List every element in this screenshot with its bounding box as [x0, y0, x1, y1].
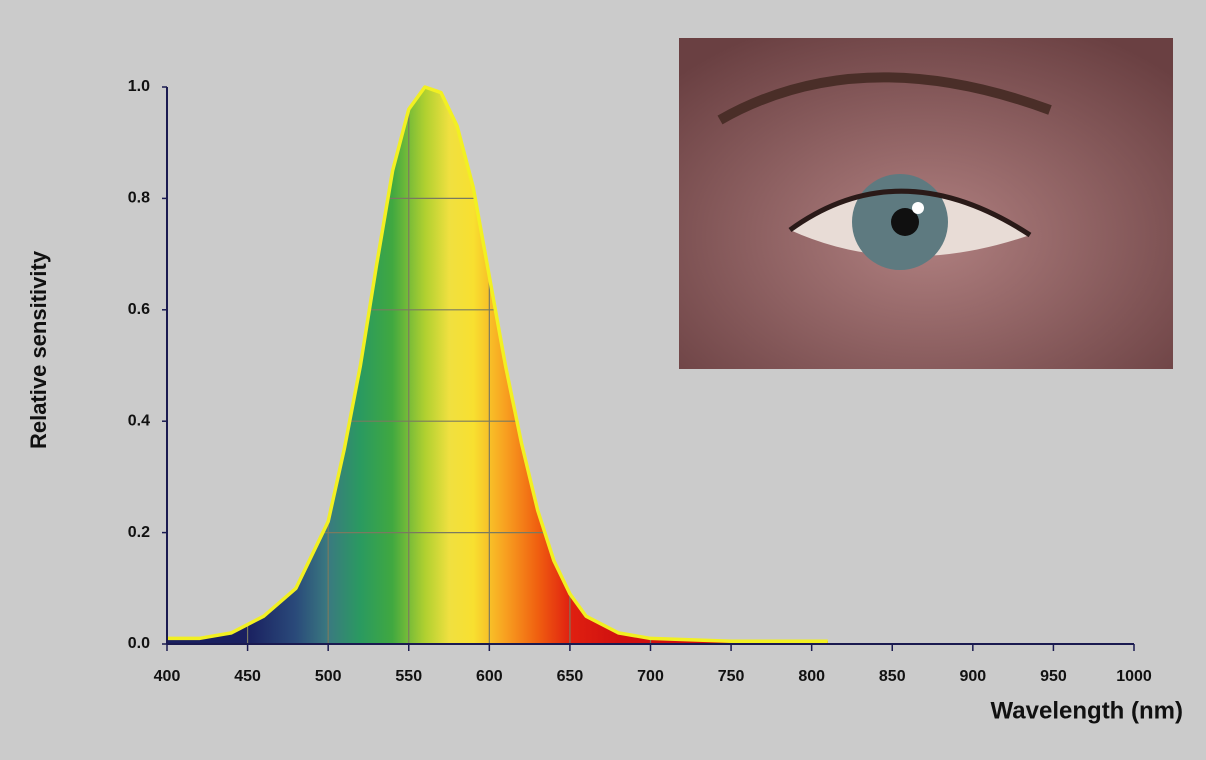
x-tick-label: 600 — [476, 668, 503, 685]
x-axis-label: Wavelength (nm) — [991, 697, 1183, 724]
x-tick-label: 950 — [1040, 668, 1067, 685]
y-tick-label: 0.6 — [128, 301, 150, 318]
x-tick-label: 450 — [234, 668, 261, 685]
y-axis-label: Relative sensitivity — [26, 250, 51, 449]
x-tick-label: 700 — [637, 668, 664, 685]
sensitivity-line — [167, 85, 828, 643]
x-tick-label: 1000 — [1116, 668, 1152, 685]
x-tick-label: 750 — [718, 668, 745, 685]
y-tick-label: 0.4 — [128, 412, 150, 429]
y-tick-label: 0.0 — [128, 635, 150, 652]
y-tick-label: 0.2 — [128, 524, 150, 541]
eye-photo — [679, 38, 1173, 369]
x-tick-label: 900 — [959, 668, 986, 685]
x-tick-label: 800 — [798, 668, 825, 685]
x-tick-label: 650 — [557, 668, 584, 685]
x-tick-label: 500 — [315, 668, 342, 685]
x-tick-label: 550 — [395, 668, 422, 685]
y-tick-label: 0.8 — [128, 190, 150, 207]
x-tick-label: 400 — [154, 668, 181, 685]
y-tick-label: 1.0 — [128, 78, 150, 95]
x-tick-label: 850 — [879, 668, 906, 685]
